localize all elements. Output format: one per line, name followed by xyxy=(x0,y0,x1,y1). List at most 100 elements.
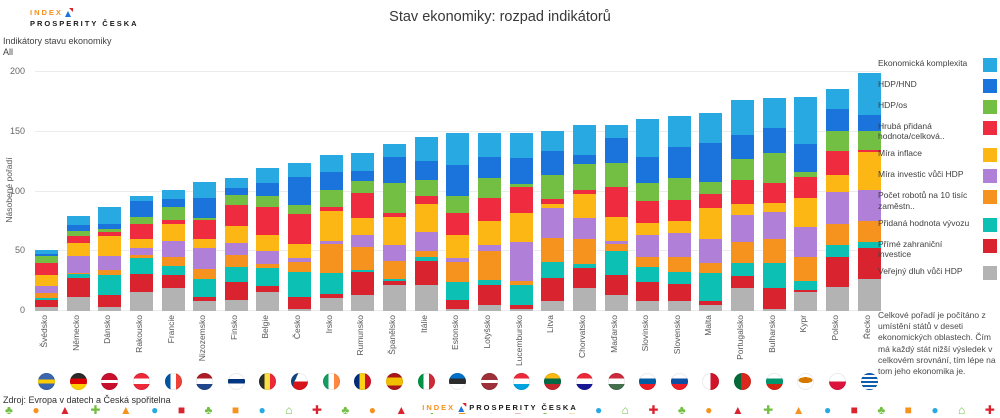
bar-segment[interactable] xyxy=(636,282,660,302)
bar-segment[interactable] xyxy=(319,207,343,211)
bar-segment[interactable] xyxy=(161,265,185,276)
bar-segment[interactable] xyxy=(636,201,660,223)
bar-segment[interactable] xyxy=(794,227,818,258)
bar-segment[interactable] xyxy=(636,222,660,235)
bar-segment[interactable] xyxy=(509,308,533,311)
bar-segment[interactable] xyxy=(319,154,343,173)
bar-segment[interactable] xyxy=(794,257,818,282)
bar-segment[interactable] xyxy=(857,241,881,248)
bar-Česko[interactable] xyxy=(288,162,312,311)
bar-segment[interactable] xyxy=(98,228,122,233)
bar-segment[interactable] xyxy=(446,308,470,311)
bar-segment[interactable] xyxy=(319,294,343,298)
bar-segment[interactable] xyxy=(288,214,312,245)
bar-segment[interactable] xyxy=(509,241,533,282)
bar-Itálie[interactable] xyxy=(414,136,438,311)
bar-segment[interactable] xyxy=(636,156,660,184)
bar-segment[interactable] xyxy=(288,308,312,311)
bar-segment[interactable] xyxy=(604,216,628,241)
bar-segment[interactable] xyxy=(129,223,153,240)
legend-item-HDP/os[interactable]: HDP/os xyxy=(878,100,997,114)
bar-segment[interactable] xyxy=(256,264,280,268)
bar-segment[interactable] xyxy=(414,260,438,285)
bar-segment[interactable] xyxy=(826,287,850,311)
bar-Irsko[interactable] xyxy=(319,154,343,311)
bar-segment[interactable] xyxy=(636,257,660,267)
bar-segment[interactable] xyxy=(98,232,122,236)
bar-segment[interactable] xyxy=(193,296,217,302)
bar-segment[interactable] xyxy=(667,147,691,179)
bar-Nizozemsko[interactable] xyxy=(193,182,217,311)
bar-segment[interactable] xyxy=(794,177,818,198)
bar-segment[interactable] xyxy=(699,301,723,306)
bar-Malta[interactable] xyxy=(699,112,723,311)
bar-segment[interactable] xyxy=(477,251,501,280)
bar-segment[interactable] xyxy=(288,262,312,272)
bar-segment[interactable] xyxy=(66,235,90,243)
bar-segment[interactable] xyxy=(667,271,691,284)
bar-segment[interactable] xyxy=(699,208,723,240)
bar-segment[interactable] xyxy=(383,245,407,261)
bar-segment[interactable] xyxy=(794,281,818,290)
bar-segment[interactable] xyxy=(541,238,565,263)
bar-segment[interactable] xyxy=(857,130,881,150)
bar-segment[interactable] xyxy=(351,180,375,193)
bar-segment[interactable] xyxy=(604,124,628,138)
bar-segment[interactable] xyxy=(636,118,660,157)
bar-segment[interactable] xyxy=(129,291,153,311)
bar-segment[interactable] xyxy=(224,266,248,283)
bar-segment[interactable] xyxy=(509,284,533,306)
legend-item-Počet robotů na 10 tisíc zaměstn..[interactable]: Počet robotů na 10 tisíc zaměstn.. xyxy=(878,190,997,211)
bar-segment[interactable] xyxy=(66,272,90,274)
bar-Francie[interactable] xyxy=(161,190,185,311)
bar-segment[interactable] xyxy=(414,179,438,197)
bar-segment[interactable] xyxy=(98,223,122,229)
bar-segment[interactable] xyxy=(383,216,407,246)
bar-Belgie[interactable] xyxy=(256,167,280,311)
bar-segment[interactable] xyxy=(161,240,185,258)
bar-segment[interactable] xyxy=(193,182,217,198)
bar-segment[interactable] xyxy=(699,142,723,183)
bar-segment[interactable] xyxy=(256,291,280,311)
bar-segment[interactable] xyxy=(66,242,90,257)
bar-segment[interactable] xyxy=(826,223,850,246)
bar-segment[interactable] xyxy=(161,207,185,221)
bar-segment[interactable] xyxy=(857,221,881,242)
bar-segment[interactable] xyxy=(731,135,755,160)
bar-segment[interactable] xyxy=(35,300,58,308)
bar-segment[interactable] xyxy=(572,264,596,268)
bar-segment[interactable] xyxy=(699,239,723,264)
bar-segment[interactable] xyxy=(762,153,786,184)
legend-item-Přímé zahraniční investice[interactable]: Přímé zahraniční investice xyxy=(878,238,997,259)
bar-segment[interactable] xyxy=(66,215,90,226)
bar-segment[interactable] xyxy=(826,150,850,175)
bar-segment[interactable] xyxy=(129,239,153,248)
bar-segment[interactable] xyxy=(857,190,881,222)
bar-segment[interactable] xyxy=(161,223,185,241)
bar-segment[interactable] xyxy=(351,171,375,181)
bar-segment[interactable] xyxy=(414,196,438,204)
bar-segment[interactable] xyxy=(731,179,755,204)
bar-segment[interactable] xyxy=(414,251,438,258)
bar-segment[interactable] xyxy=(509,184,533,187)
bar-Švédsko[interactable] xyxy=(35,250,58,311)
bar-segment[interactable] xyxy=(224,178,248,188)
bar-segment[interactable] xyxy=(794,291,818,311)
bar-segment[interactable] xyxy=(161,220,185,224)
bar-segment[interactable] xyxy=(667,233,691,258)
bar-Finsko[interactable] xyxy=(224,178,248,311)
bar-segment[interactable] xyxy=(699,193,723,209)
bar-segment[interactable] xyxy=(98,207,122,224)
bar-segment[interactable] xyxy=(762,183,786,204)
bar-segment[interactable] xyxy=(477,178,501,198)
bar-segment[interactable] xyxy=(826,88,850,110)
bar-segment[interactable] xyxy=(477,156,501,179)
bar-segment[interactable] xyxy=(762,203,786,212)
bar-segment[interactable] xyxy=(541,130,565,151)
bar-Maďarsko[interactable] xyxy=(604,124,628,311)
bar-segment[interactable] xyxy=(541,301,565,311)
bar-segment[interactable] xyxy=(288,258,312,263)
bar-segment[interactable] xyxy=(477,279,501,285)
bar-Estonsko[interactable] xyxy=(446,133,470,311)
bar-segment[interactable] xyxy=(161,198,185,208)
